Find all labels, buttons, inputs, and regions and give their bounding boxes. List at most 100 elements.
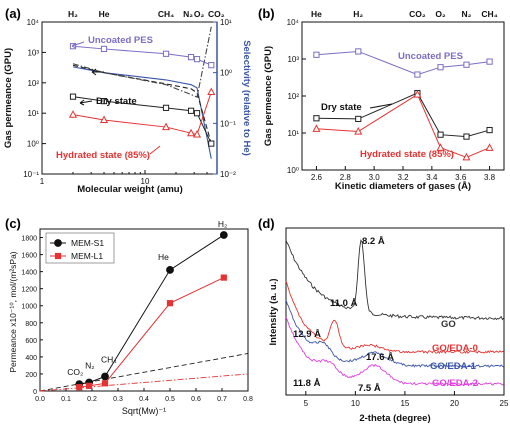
panel-c-y-tick-label: 200 xyxy=(25,372,37,379)
panel-a-arrow-dry xyxy=(79,99,93,106)
panel-c-point xyxy=(86,382,93,389)
panel-c-y-tick-label: 600 xyxy=(25,338,37,345)
panel-a-ylabel: Gas permeance (GPU) xyxy=(3,48,14,148)
panel-d-peak-label: 12.9 Å xyxy=(293,329,321,340)
panel-d-series-label: GO/EDA-0 xyxy=(432,343,478,354)
panel-c-legend-marker xyxy=(54,239,62,247)
panel-a-annotation: Dry state xyxy=(96,96,137,107)
panel-a-point xyxy=(193,110,201,117)
panel-c-y-tick-label: 1000 xyxy=(21,304,37,311)
panel-a-point xyxy=(193,56,201,63)
panel-b-point xyxy=(437,64,444,71)
panel-b-point xyxy=(313,51,320,58)
panel-b-y-tick-label: 10² xyxy=(287,92,299,101)
panel-b-point xyxy=(354,127,363,135)
panel-a-point xyxy=(100,45,108,53)
panel-c-y-tick-label: 1600 xyxy=(21,253,37,260)
panel-d-x-tick-label: 5 xyxy=(304,399,309,408)
panel-b: (b) Gas permeance (GPU) Kinetic diameter… xyxy=(258,6,505,192)
panel-b-point xyxy=(355,48,362,55)
panel-a-point xyxy=(187,54,195,61)
panel-d-series-label: GO xyxy=(441,319,456,330)
panel-a-top-gas-label: O₂ xyxy=(194,9,205,19)
panel-c-label: (c) xyxy=(5,216,21,231)
panel-c-xlabel: Sqrt(Mw)⁻¹ xyxy=(122,406,166,416)
panel-a-top-gas-label: N₂ xyxy=(183,9,193,19)
panel-c-point xyxy=(166,266,174,274)
panel-b-annotation: Dry state xyxy=(321,102,362,113)
panel-d-xrd-curve xyxy=(285,239,504,321)
panel-b-x-tick-label: 2.8 xyxy=(340,173,352,182)
panel-c-point xyxy=(219,231,228,239)
panel-a-point xyxy=(68,110,78,118)
panel-b-y-tick-label: 10⁰ xyxy=(287,166,299,175)
panel-b-annotation: Uncoated PES xyxy=(398,51,463,62)
panel-b-y-tick-label: 10¹ xyxy=(287,129,299,138)
panel-c-y-tick-label: 400 xyxy=(25,355,37,362)
panel-a-y-tick-label: 10² xyxy=(27,79,39,88)
panel-c-point xyxy=(220,274,227,281)
panel-a-arrow-hydrated xyxy=(149,145,161,155)
panel-a-point xyxy=(161,122,171,131)
panel-d-peak-label: 11.8 Å xyxy=(293,378,321,389)
panel-b-top-gas-label: H₂ xyxy=(353,9,363,19)
panel-a-y-tick-label: 10⁻¹ xyxy=(23,170,39,179)
panel-c-x-tick-label: 0.3 xyxy=(113,396,123,403)
panel-c-y-tick-label: 1200 xyxy=(21,287,37,294)
panel-a-top-gas-label: H₂ xyxy=(68,9,78,19)
panel-a-y2label: Selectivity (relative to He) xyxy=(241,40,252,156)
panel-c-x-tick-label: 0.2 xyxy=(87,396,97,403)
panel-a-y2-tick-label: 10¹ xyxy=(220,18,232,27)
panel-b-point xyxy=(313,115,320,122)
panel-a-point xyxy=(187,107,195,114)
panel-c-x-tick-label: 0.6 xyxy=(191,396,201,403)
panel-d-peak-label: 11.0 Å xyxy=(330,298,358,309)
panel-c-y-tick-label: 1800 xyxy=(21,236,37,243)
panel-a-top-gas-label: CO₂ xyxy=(208,9,225,19)
panel-d-label: (d) xyxy=(258,216,275,231)
panel-c-x-tick-label: 0.5 xyxy=(165,396,175,403)
panel-b-point xyxy=(436,143,445,151)
panel-d-peak-label: 17.6 Å xyxy=(366,352,394,363)
panel-a-y-tick-label: 10¹ xyxy=(27,109,39,118)
panel-a-point xyxy=(207,87,216,96)
panel-b-point xyxy=(486,126,493,134)
panel-b-y-tick-label: 10⁴ xyxy=(287,18,300,27)
panel-d-series-label: GO/EDA-2 xyxy=(432,378,478,389)
panel-b-top-gas-label: He xyxy=(311,9,322,19)
panel-b-point xyxy=(414,71,421,78)
panel-a: (a) Gas permeance (GPU) Selectivity (rel… xyxy=(3,6,252,195)
panel-b-x-tick-label: 3.2 xyxy=(397,173,409,182)
panel-c-x-tick-label: 0.8 xyxy=(243,396,253,403)
panel-d-xrd-curve xyxy=(285,299,504,368)
panel-b-ylabel: Gas permeance (GPU) xyxy=(263,46,274,146)
panel-b-annotation: Hydrated state (85%) xyxy=(360,149,454,160)
panel-a-point xyxy=(208,140,215,147)
panel-a-point xyxy=(99,115,109,124)
panel-d-x-tick-label: 10 xyxy=(351,399,360,408)
panel-c-point xyxy=(101,372,109,381)
panel-b-point xyxy=(486,58,493,65)
panel-c-gas-label: CO₂ xyxy=(67,367,83,377)
panel-b-x-tick-label: 3.6 xyxy=(455,173,467,182)
panel-b-point xyxy=(462,152,471,161)
panel-b-series-line xyxy=(316,50,490,76)
panel-c-gas-label: N₂ xyxy=(85,360,94,370)
panel-c-gas-label: CH₄ xyxy=(101,355,117,365)
panel-d-x-tick-label: 25 xyxy=(500,399,509,408)
panel-a-arrow-uncoated xyxy=(71,41,85,49)
panel-d-xrd-curve xyxy=(285,316,504,386)
panel-a-x-tick-label: 10 xyxy=(141,177,150,186)
panel-b-annotation-leader xyxy=(369,103,393,109)
panel-b-point xyxy=(355,115,362,123)
panel-c-point xyxy=(76,384,83,391)
panel-c-gas-label: H₂ xyxy=(218,219,227,229)
panel-a-series-line xyxy=(72,96,212,144)
panel-b-point xyxy=(437,131,444,138)
panel-c-legend-label: MEM-L1 xyxy=(71,251,103,261)
panel-a-series-line xyxy=(72,91,212,136)
panel-b-y-tick-label: 10³ xyxy=(287,55,299,64)
panel-a-selectivity-line xyxy=(72,26,212,98)
panel-d-xrd-curve xyxy=(285,280,504,355)
